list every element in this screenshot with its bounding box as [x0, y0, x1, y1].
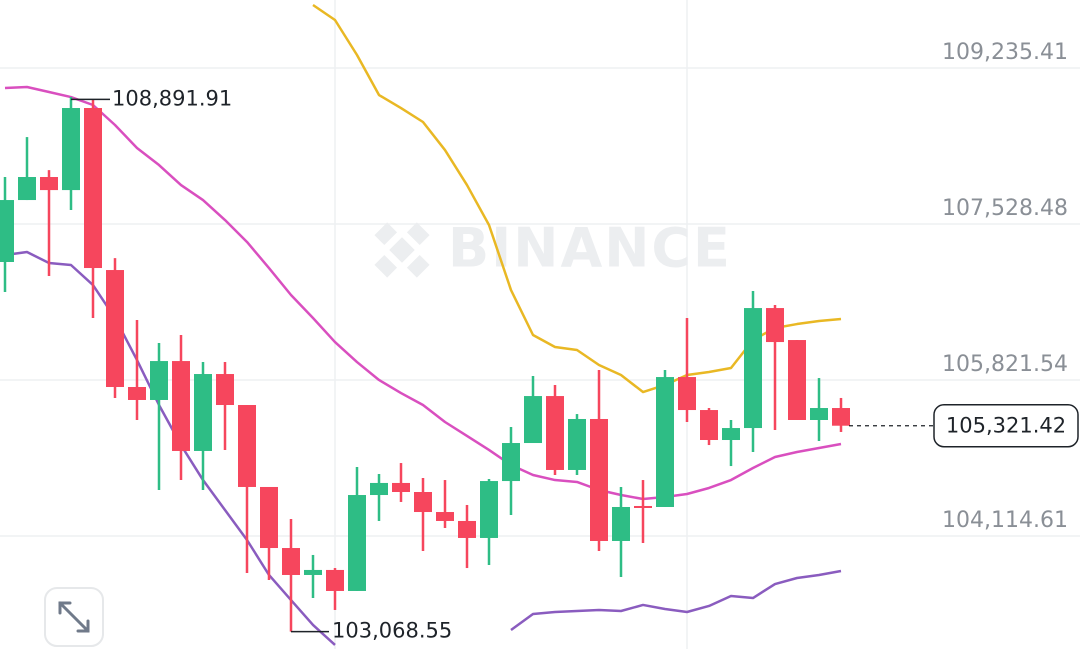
candle-body: [678, 377, 696, 411]
candle-body: [194, 374, 212, 451]
candle-body: [722, 428, 740, 441]
candle-body: [744, 308, 762, 429]
watermark: BINANCE: [374, 217, 732, 280]
indicator-line: [4, 250, 842, 646]
candle-body: [656, 377, 674, 507]
candle-body: [436, 512, 454, 521]
y-tick-label: 104,114.61: [942, 508, 1068, 533]
candle-body: [172, 361, 190, 451]
plot: 108,891.91 103,068.55 105,321.42: [0, 3, 1079, 646]
candle-body: [832, 408, 850, 426]
candle-body: [766, 308, 784, 343]
last-price-box: [933, 403, 1079, 448]
candle-body: [282, 548, 300, 575]
candle-body: [480, 481, 498, 538]
y-tick-label: 109,235.41: [942, 40, 1068, 65]
candle-body: [612, 506, 630, 541]
candle-body: [106, 270, 124, 388]
expand-button[interactable]: [44, 587, 104, 647]
indicator-line: [4, 85, 842, 501]
candle-body: [568, 418, 586, 470]
high-label: 108,891.91: [112, 86, 232, 110]
candle-body: [62, 108, 80, 191]
candle-body: [18, 177, 36, 201]
candle-body: [502, 443, 520, 482]
candle-body: [84, 108, 102, 269]
candle-body: [150, 361, 168, 400]
candle-body: [524, 396, 542, 444]
candle-body: [40, 177, 58, 191]
candle-body: [216, 374, 234, 406]
candle-body: [458, 520, 476, 538]
low-label: 103,068.55: [332, 619, 452, 643]
candle-body: [238, 405, 256, 487]
candle-body: [260, 486, 278, 549]
candle-body: [304, 569, 322, 575]
candle-body: [546, 396, 564, 470]
candle-body: [370, 482, 388, 496]
candle-body: [326, 569, 344, 591]
y-tick-label: 105,821.54: [942, 352, 1068, 377]
candle-body: [634, 505, 652, 508]
candle-body: [128, 387, 146, 400]
y-tick-label: 107,528.48: [942, 196, 1068, 221]
candle-body: [348, 495, 366, 591]
candle-body: [0, 200, 14, 262]
last-price-label: 105,321.42: [946, 414, 1066, 438]
candle-body: [414, 492, 432, 513]
candle-body: [590, 418, 608, 541]
candle-body: [810, 408, 828, 420]
watermark-text: BINANCE: [448, 217, 732, 280]
candle-body: [700, 410, 718, 441]
candle-body: [392, 482, 410, 493]
candle-body: [788, 340, 806, 420]
